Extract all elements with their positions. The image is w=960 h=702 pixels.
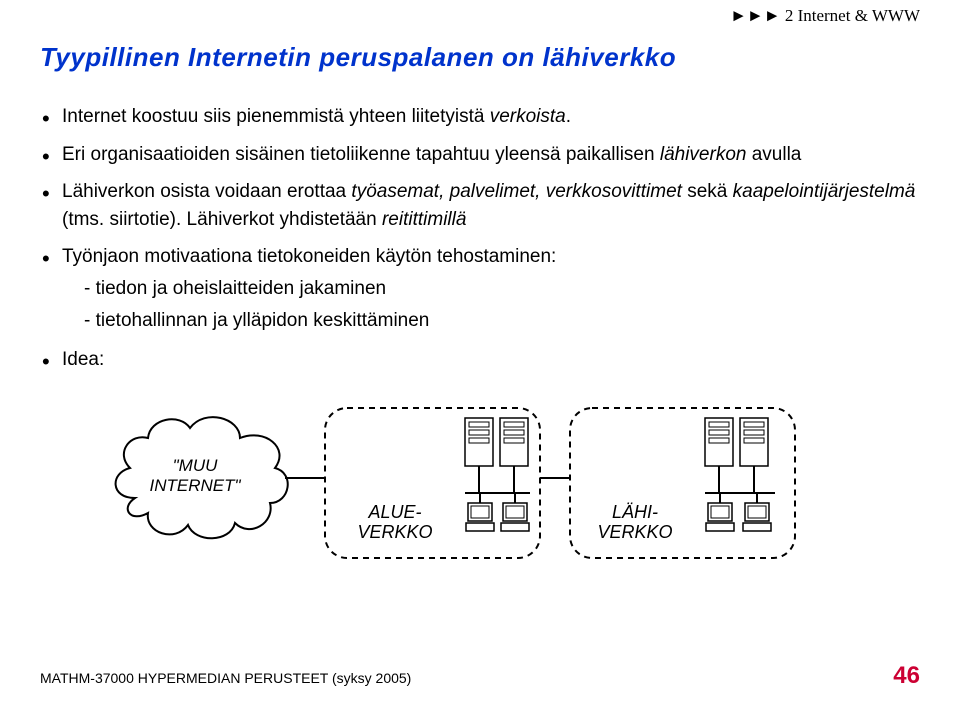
- page-number: 46: [893, 662, 920, 690]
- b3-p0: Lähiverkon osista voidaan erottaa: [62, 181, 351, 202]
- bullet-3: Lähiverkon osista voidaan erottaa työase…: [40, 178, 920, 233]
- sub2-text: tietohallinnan ja ylläpidon keskittämine…: [96, 310, 430, 331]
- bullet-list: Internet koostuu siis pienemmistä yhteen…: [40, 103, 920, 373]
- bullet-5: Idea:: [40, 346, 920, 374]
- cloud-label-1: "MUU: [173, 456, 218, 475]
- computer-icon: [501, 503, 529, 531]
- cloud-label-2: INTERNET": [149, 476, 241, 495]
- section-header: ►►► 2 Internet & WWW: [730, 6, 920, 26]
- server-icon: [500, 418, 528, 466]
- box2-label-2: VERKKO: [597, 522, 672, 542]
- b1-italic: verkoista: [490, 106, 566, 127]
- b2-p0: Eri organisaatioiden sisäinen tietoliike…: [62, 144, 660, 165]
- bullet-1: Internet koostuu siis pienemmistä yhteen…: [40, 103, 920, 131]
- server-icon: [740, 418, 768, 466]
- b1-suffix: .: [566, 106, 571, 127]
- computer-icon: [743, 503, 771, 531]
- cloud-icon: "MUU INTERNET": [116, 417, 288, 538]
- bullet-2: Eri organisaatioiden sisäinen tietoliike…: [40, 141, 920, 169]
- page-title: Tyypillinen Internetin peruspalanen on l…: [40, 42, 920, 73]
- b2-p2: avulla: [746, 144, 801, 165]
- server-icon: [705, 418, 733, 466]
- box1-label-1: ALUE-: [367, 502, 421, 522]
- sub-2: tietohallinnan ja ylläpidon keskittämine…: [84, 307, 920, 336]
- box2-label-1: LÄHI-: [612, 502, 658, 522]
- footer: MATHM-37000 HYPERMEDIAN PERUSTEET (syksy…: [40, 662, 920, 690]
- b2-p1: lähiverkon: [660, 144, 747, 165]
- b4-text: Työnjaon motivaationa tietokoneiden käyt…: [62, 246, 556, 267]
- sub-1: tiedon ja oheislaitteiden jakaminen: [84, 275, 920, 304]
- computer-icon: [706, 503, 734, 531]
- b3-p1: työasemat, palvelimet, verkkosovittimet: [351, 181, 682, 202]
- b5-text: Idea:: [62, 349, 104, 370]
- b3-p3: kaapelointijärjestelmä: [733, 181, 916, 202]
- box1-label-2: VERKKO: [357, 522, 432, 542]
- server-icon: [465, 418, 493, 466]
- footer-left: MATHM-37000 HYPERMEDIAN PERUSTEET (syksy…: [40, 670, 411, 686]
- b1-prefix: Internet koostuu siis pienemmistä yhteen…: [62, 106, 490, 127]
- b3-p5: reitittimillä: [382, 209, 466, 230]
- bullet-4: Työnjaon motivaationa tietokoneiden käyt…: [40, 243, 920, 336]
- b3-p4: (tms. siirtotie). Lähiverkot yhdistetään: [62, 209, 382, 230]
- sub1-text: tiedon ja oheislaitteiden jakaminen: [96, 278, 386, 299]
- sub-list: tiedon ja oheislaitteiden jakaminen tiet…: [62, 275, 920, 336]
- computer-icon: [466, 503, 494, 531]
- network-diagram: "MUU INTERNET" ALUE- VERKKO: [90, 383, 920, 578]
- b3-p2: sekä: [682, 181, 733, 202]
